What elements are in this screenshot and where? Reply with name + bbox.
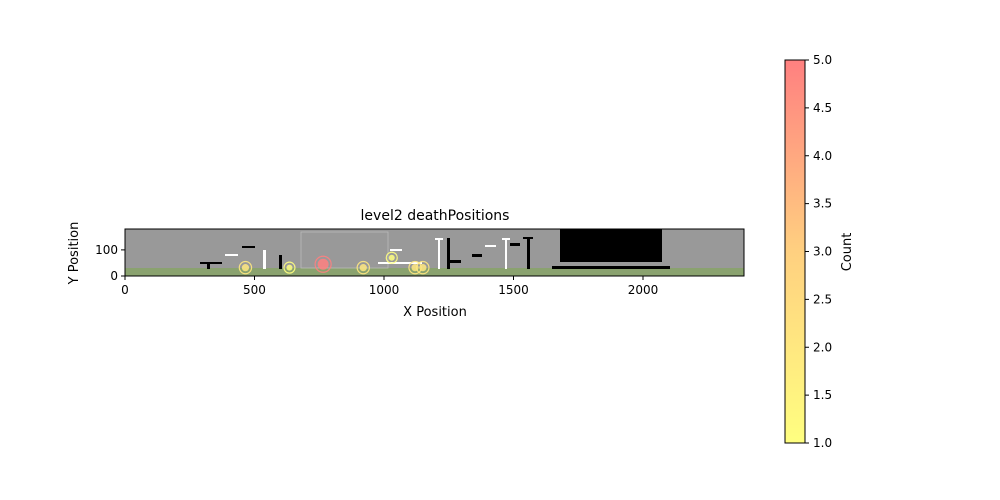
colorbar-tick-label: 2.5 xyxy=(813,292,832,306)
map-outline-box xyxy=(300,231,389,269)
plot-area xyxy=(125,229,744,276)
colorbar-label: Count xyxy=(840,233,855,272)
death-point xyxy=(359,264,367,272)
plot-frame xyxy=(124,228,745,277)
colorbar-tick-label: 3.0 xyxy=(813,245,832,259)
colorbar-tick-label: 5.0 xyxy=(813,53,832,67)
y-tick-label: 100 xyxy=(95,243,118,257)
colorbar-tick-label: 3.5 xyxy=(813,197,832,211)
x-axis-label: X Position xyxy=(403,305,467,320)
death-point xyxy=(286,264,293,271)
colorbar: 1.0 1.5 2.0 2.5 3.0 3.5 4.0 4.5 5.0 Count xyxy=(784,53,855,450)
colorbar-ticks: 1.0 1.5 2.0 2.5 3.0 3.5 4.0 4.5 5.0 xyxy=(805,53,832,450)
map-ground xyxy=(125,268,744,276)
map-dark-zone xyxy=(560,229,662,262)
death-point-ring xyxy=(356,260,371,275)
death-point-ring xyxy=(238,260,253,275)
colorbar-tick-label: 1.5 xyxy=(813,388,832,402)
chart-title: level2 deathPositions xyxy=(361,208,510,224)
map-highlights xyxy=(225,238,510,269)
death-point xyxy=(241,264,250,272)
death-point-ring xyxy=(283,261,296,274)
death-point xyxy=(317,258,329,270)
x-tick-label: 0 xyxy=(121,283,129,297)
death-point xyxy=(388,254,395,261)
x-tick-label: 1000 xyxy=(369,283,400,297)
death-point xyxy=(419,264,427,272)
x-tick-label: 2000 xyxy=(628,283,659,297)
y-tick-label: 0 xyxy=(110,269,118,283)
colorbar-tick-label: 1.0 xyxy=(813,436,832,450)
death-point-ring xyxy=(385,251,398,264)
colorbar-gradient xyxy=(784,59,806,444)
colorbar-tick-label: 2.0 xyxy=(813,340,832,354)
death-point-ring xyxy=(314,255,332,273)
colorbar-tick-label: 4.0 xyxy=(813,149,832,163)
colorbar-tick-label: 4.5 xyxy=(813,101,832,115)
data-points xyxy=(238,251,430,275)
y-axis: 0 100 xyxy=(95,243,125,283)
map-platforms xyxy=(200,237,670,269)
x-tick-label: 1500 xyxy=(498,283,529,297)
x-axis: 0 500 1000 1500 2000 xyxy=(121,276,658,297)
death-point-ring xyxy=(416,260,430,275)
y-axis-label: Y Position xyxy=(67,222,82,286)
x-tick-label: 500 xyxy=(243,283,266,297)
